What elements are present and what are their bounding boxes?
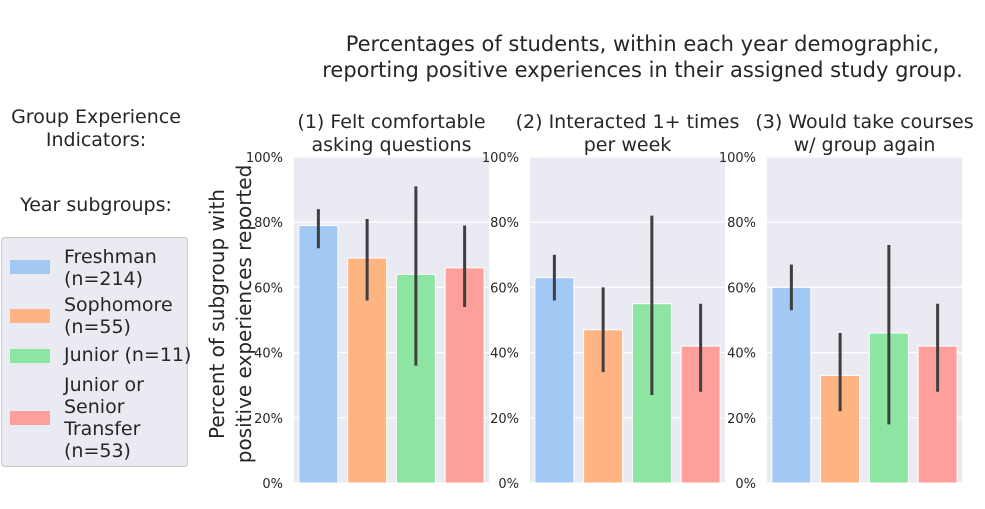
y-tick-label: 100% xyxy=(719,151,756,166)
bar xyxy=(771,286,812,484)
panel-title-line-2: per week xyxy=(584,134,672,156)
legend-label-freshman: Freshman (n=214) xyxy=(64,246,157,290)
y-tick-label: 20% xyxy=(490,412,519,427)
legend-label-line: (n=53) xyxy=(64,440,131,462)
y-tick-label: 0% xyxy=(262,477,283,492)
legend-item-transfer: Junior or Senior Transfer (n=53) xyxy=(2,373,189,465)
legend-label-junior: Junior (n=11) xyxy=(64,344,191,366)
panel-title-line-2: asking questions xyxy=(312,134,472,156)
suptitle-line-2: reporting positive experiences in their … xyxy=(322,58,963,82)
panel-title-line-1: (2) Interacted 1+ times xyxy=(516,111,740,133)
y-axis-label-line-1: Percent of subgroup with xyxy=(205,189,229,439)
legend-label-line: Junior (n=11) xyxy=(64,344,192,366)
y-axis-label-line-2: positive experiences reported xyxy=(232,165,256,464)
legend-label-line: Sophomore xyxy=(64,294,173,316)
panel-title-line-1: (1) Felt comfortable xyxy=(297,111,485,133)
subgroups-heading: Year subgroups: xyxy=(20,194,172,216)
y-tick-label: 60% xyxy=(490,281,519,296)
legend-swatch-junior xyxy=(10,349,50,363)
legend-label-line: (n=55) xyxy=(64,316,131,338)
y-tick-label: 20% xyxy=(727,412,756,427)
y-tick-label: 0% xyxy=(735,477,756,492)
panel-title-line-1: (3) Would take courses xyxy=(755,111,973,133)
legend-label-transfer: Junior or Senior Transfer (n=53) xyxy=(64,374,144,462)
y-tick-label: 0% xyxy=(498,477,519,492)
legend-swatch-sophomore xyxy=(10,309,50,323)
y-tick-label: 80% xyxy=(727,216,756,231)
y-tick-label: 20% xyxy=(254,412,283,427)
bar xyxy=(534,277,575,484)
indicators-heading-line-2: Indicators: xyxy=(45,129,147,151)
legend-item-freshman: Freshman (n=214) xyxy=(2,242,189,290)
y-tick-label: 80% xyxy=(254,216,283,231)
legend-item-junior: Junior (n=11) xyxy=(2,344,191,370)
bar xyxy=(298,224,339,484)
legend-swatch-transfer xyxy=(10,411,50,425)
legend-label-line: Junior or xyxy=(64,374,144,396)
y-tick-label: 40% xyxy=(490,347,519,362)
legend-label-line: Transfer xyxy=(64,418,141,440)
y-tick-label: 60% xyxy=(254,281,283,296)
legend-label-line: (n=214) xyxy=(64,268,144,290)
y-tick-label: 40% xyxy=(254,347,283,362)
indicators-heading: Group Experience Indicators: xyxy=(0,106,192,152)
y-tick-label: 40% xyxy=(727,347,756,362)
legend-item-sophomore: Sophomore (n=55) xyxy=(2,293,189,341)
suptitle-line-1: Percentages of students, within each yea… xyxy=(345,32,940,56)
chart-suptitle: Percentages of students, within each yea… xyxy=(310,31,975,83)
legend-label-line: Freshman xyxy=(64,246,157,268)
legend: Freshman (n=214) Sophomore (n=55) Junior… xyxy=(1,237,191,467)
y-tick-label: 80% xyxy=(490,216,519,231)
panel-title-line-2: w/ group again xyxy=(794,134,936,156)
legend-label-sophomore: Sophomore (n=55) xyxy=(64,294,173,338)
y-tick-label: 60% xyxy=(727,281,756,296)
legend-label-line: Senior xyxy=(64,396,125,418)
y-tick-label: 100% xyxy=(482,151,519,166)
legend-swatch-freshman xyxy=(10,260,50,274)
y-tick-label: 100% xyxy=(246,151,283,166)
indicators-heading-line-1: Group Experience xyxy=(11,106,181,128)
